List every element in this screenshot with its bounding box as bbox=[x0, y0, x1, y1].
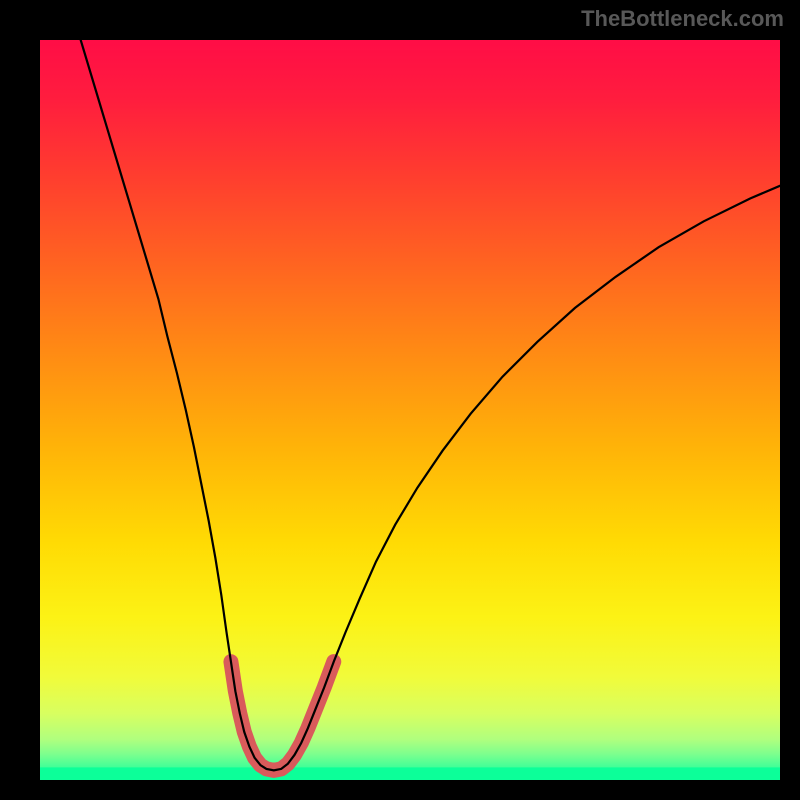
watermark-text: TheBottleneck.com bbox=[581, 6, 784, 32]
plot-area bbox=[40, 40, 780, 780]
plot-svg bbox=[40, 40, 780, 780]
gradient-background bbox=[40, 40, 780, 780]
figure-root: TheBottleneck.com bbox=[0, 0, 800, 800]
green-base-band bbox=[40, 767, 780, 780]
